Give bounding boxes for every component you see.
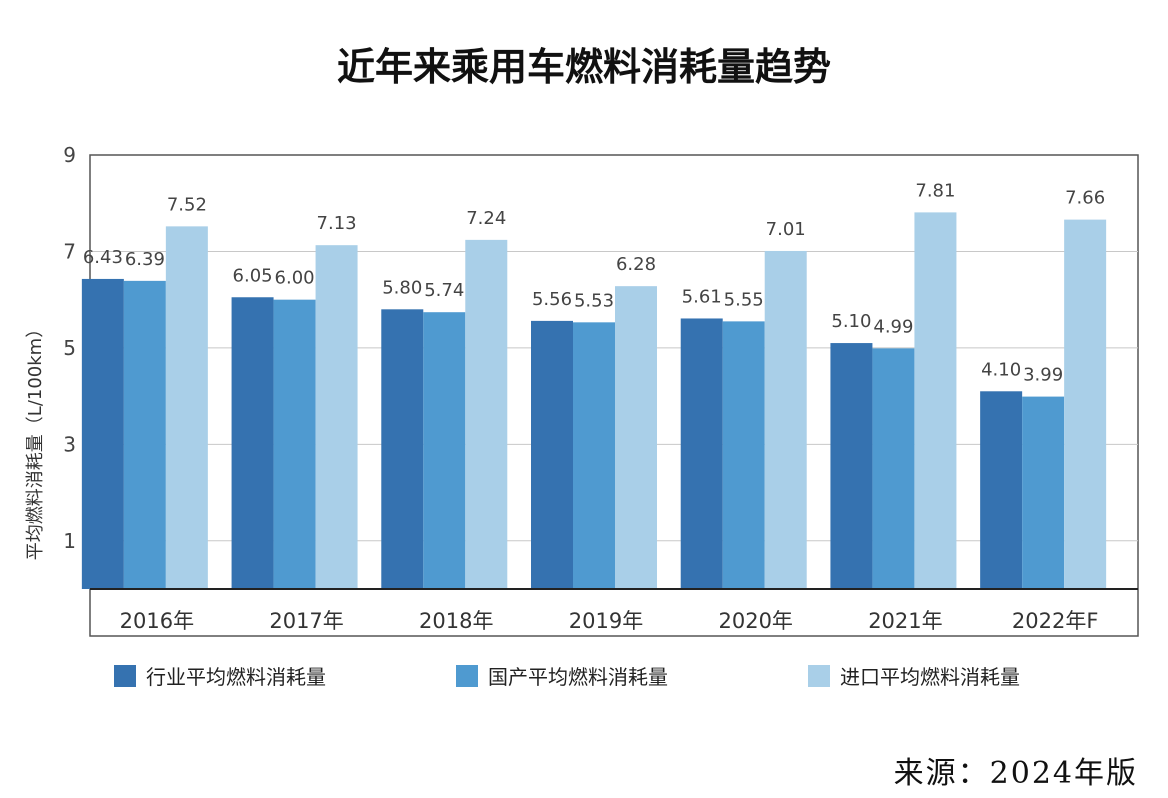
legend-swatch-industry	[114, 664, 136, 687]
bar	[123, 280, 166, 589]
data-label: 3.99	[1023, 365, 1063, 386]
bar	[872, 348, 915, 589]
legend-item-imported: 进口平均燃料消耗量	[808, 661, 1020, 690]
data-label: 7.13	[317, 213, 357, 234]
bar	[722, 321, 765, 589]
data-label: 6.05	[233, 265, 273, 286]
bar	[573, 322, 615, 589]
bar	[81, 278, 124, 589]
legend-label-imported: 进口平均燃料消耗量	[840, 665, 1020, 689]
y-tick-label: 1	[63, 529, 76, 553]
x-tick-label: 2020年	[718, 609, 792, 633]
bar	[914, 212, 957, 589]
y-tick-label: 5	[63, 336, 76, 360]
x-tick-label: 2019年	[569, 609, 643, 633]
chart-title: 近年来乘用车燃料消耗量趋势	[336, 45, 831, 89]
data-label: 6.28	[616, 254, 656, 275]
data-label: 4.10	[981, 359, 1021, 380]
data-label: 5.53	[574, 290, 614, 311]
bar	[764, 250, 807, 589]
data-label: 7.01	[766, 219, 806, 240]
bar	[1022, 396, 1065, 589]
bar	[531, 320, 573, 589]
legend-swatch-imported	[808, 664, 830, 687]
bar	[615, 286, 657, 589]
legend-label-domestic: 国产平均燃料消耗量	[488, 665, 668, 689]
bar	[273, 299, 316, 589]
data-label: 6.43	[83, 247, 123, 268]
bar	[381, 309, 424, 589]
data-label: 5.74	[424, 280, 464, 301]
legend-swatch-domestic	[456, 664, 478, 687]
data-label: 7.66	[1065, 188, 1105, 209]
data-label: 7.81	[915, 180, 955, 201]
data-label: 7.52	[167, 194, 207, 215]
bar	[423, 312, 466, 589]
y-tick-label: 7	[63, 239, 76, 263]
x-tick-label: 2021年	[868, 609, 942, 633]
legend-item-industry: 行业平均燃料消耗量	[114, 661, 326, 690]
legend-item-domestic: 国产平均燃料消耗量	[456, 661, 668, 690]
data-label: 5.55	[724, 289, 764, 310]
bar	[465, 239, 508, 590]
data-label: 5.56	[532, 289, 572, 310]
y-tick-label: 9	[63, 143, 76, 167]
x-tick-label: 2022年F	[1012, 609, 1099, 633]
bar	[680, 318, 723, 589]
data-label: 7.24	[466, 208, 506, 229]
bar	[231, 297, 274, 589]
data-label: 5.10	[831, 311, 871, 332]
x-tick-label: 2018年	[419, 609, 493, 633]
x-tick-label: 2017年	[269, 609, 343, 633]
x-tick-label: 2016年	[120, 609, 194, 633]
data-label: 5.80	[382, 277, 422, 298]
source-note: 来源：2024年版	[893, 756, 1138, 791]
data-label: 6.39	[125, 249, 165, 270]
bar	[165, 226, 208, 589]
bar	[1064, 219, 1107, 589]
bar	[980, 391, 1023, 589]
bar	[830, 343, 873, 589]
data-label: 6.00	[275, 268, 315, 289]
bar	[315, 245, 358, 590]
y-tick-label: 3	[63, 432, 76, 456]
data-label: 5.61	[682, 286, 722, 307]
data-label: 4.99	[873, 316, 913, 337]
legend-label-industry: 行业平均燃料消耗量	[146, 665, 326, 689]
